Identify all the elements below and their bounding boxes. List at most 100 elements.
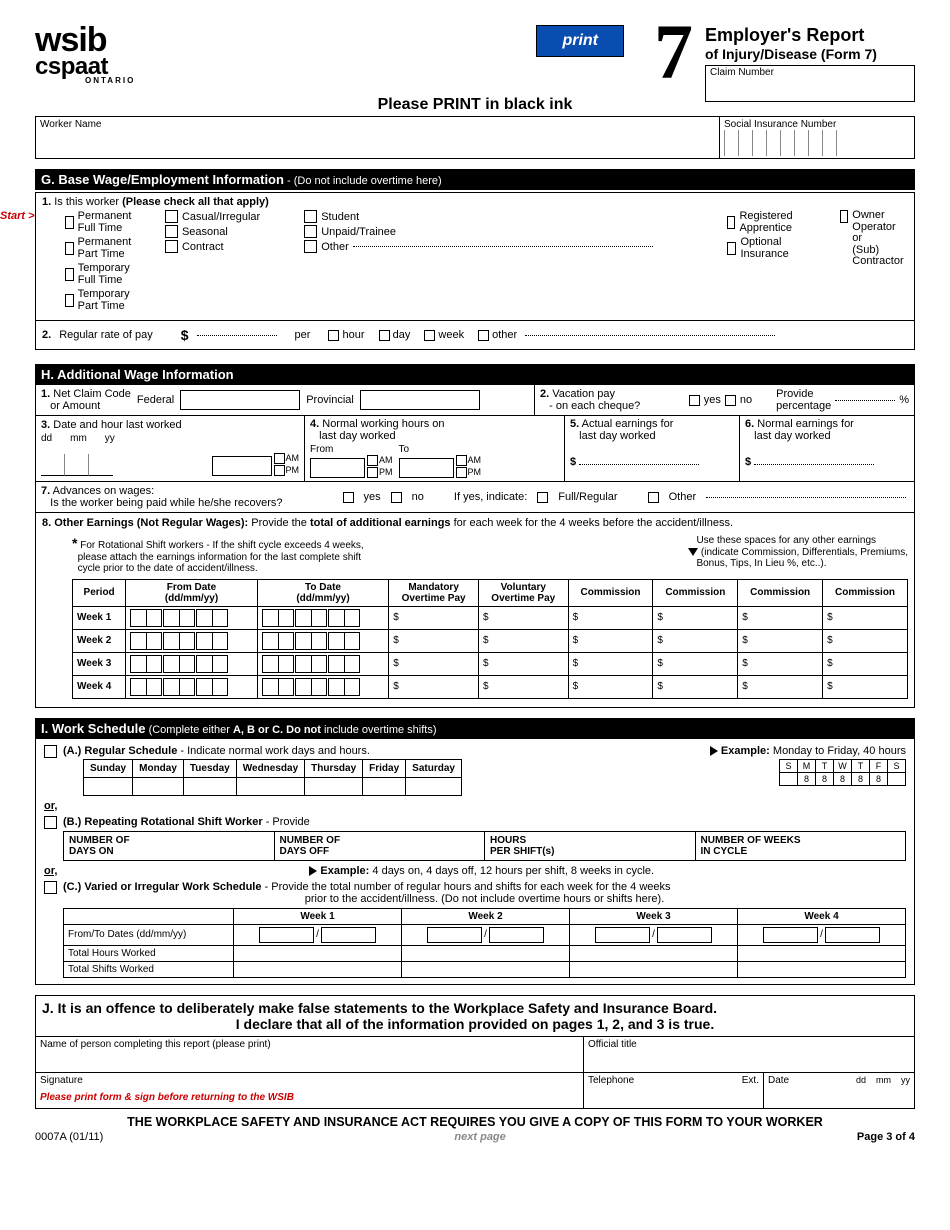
day-hours-field[interactable] <box>133 777 184 795</box>
varied-dates-field[interactable]: / <box>570 924 738 945</box>
commission-field[interactable]: $ <box>653 652 738 675</box>
rotational-table[interactable]: NUMBER OFDAYS ONNUMBER OFDAYS OFFHOURSPE… <box>63 831 906 861</box>
day-hours-field[interactable] <box>305 777 363 795</box>
worker-type-checkbox[interactable] <box>165 225 178 238</box>
day-hours-field[interactable] <box>363 777 406 795</box>
normal-from-field[interactable] <box>310 458 365 478</box>
varied-value-field[interactable] <box>738 961 906 977</box>
from-am-checkbox[interactable] <box>367 455 378 466</box>
worker-type-checkbox[interactable] <box>165 240 178 253</box>
commission-field[interactable]: $ <box>568 652 653 675</box>
rate-amount-field[interactable] <box>197 335 277 336</box>
to-date-field[interactable] <box>262 609 385 627</box>
varied-value-field[interactable] <box>570 961 738 977</box>
voluntary-ot-field[interactable]: $ <box>478 606 568 629</box>
advances-full-checkbox[interactable] <box>537 492 548 503</box>
commission-field[interactable]: $ <box>738 606 823 629</box>
claim-number-field[interactable] <box>706 79 914 101</box>
varied-dates-field[interactable]: / <box>738 924 906 945</box>
varied-dates-field[interactable]: / <box>402 924 570 945</box>
actual-earnings-field[interactable] <box>579 464 699 465</box>
mandatory-ot-field[interactable]: $ <box>389 652 479 675</box>
commission-field[interactable]: $ <box>738 675 823 698</box>
rotational-field[interactable] <box>340 835 479 857</box>
varied-value-field[interactable] <box>234 945 402 961</box>
pm-checkbox[interactable] <box>274 465 285 476</box>
official-title-field[interactable] <box>588 1050 910 1070</box>
varied-value-field[interactable] <box>402 961 570 977</box>
mandatory-ot-field[interactable]: $ <box>389 629 479 652</box>
worker-type-checkbox[interactable] <box>65 242 74 255</box>
normal-to-field[interactable] <box>399 458 454 478</box>
from-date-field[interactable] <box>130 678 253 696</box>
mandatory-ot-field[interactable]: $ <box>389 606 479 629</box>
to-date-field[interactable] <box>262 632 385 650</box>
rate-other-checkbox[interactable] <box>478 330 489 341</box>
worker-type-checkbox[interactable] <box>727 216 736 229</box>
worker-type-checkbox[interactable] <box>304 225 317 238</box>
to-pm-checkbox[interactable] <box>456 467 467 478</box>
schedule-c-checkbox[interactable] <box>44 881 57 894</box>
from-date-field[interactable] <box>130 609 253 627</box>
provincial-field[interactable] <box>360 390 480 410</box>
advances-no-checkbox[interactable] <box>391 492 402 503</box>
varied-value-field[interactable] <box>570 945 738 961</box>
to-am-checkbox[interactable] <box>456 455 467 466</box>
varied-value-field[interactable] <box>402 945 570 961</box>
worker-type-checkbox[interactable] <box>65 294 74 307</box>
varied-schedule-table[interactable]: Week 1Week 2Week 3Week 4 From/To Dates (… <box>63 908 906 978</box>
commission-field[interactable]: $ <box>568 675 653 698</box>
worker-type-checkbox[interactable] <box>304 210 317 223</box>
commission-field[interactable]: $ <box>653 675 738 698</box>
varied-value-field[interactable] <box>234 961 402 977</box>
day-hours-field[interactable] <box>183 777 236 795</box>
rotational-field[interactable] <box>801 835 901 857</box>
commission-field[interactable]: $ <box>653 629 738 652</box>
to-date-field[interactable] <box>262 655 385 673</box>
rate-week-checkbox[interactable] <box>424 330 435 341</box>
telephone-field[interactable] <box>588 1086 759 1106</box>
print-button[interactable]: print <box>536 25 624 57</box>
day-hours-field[interactable] <box>236 777 304 795</box>
date-field[interactable] <box>768 1086 910 1106</box>
voluntary-ot-field[interactable]: $ <box>478 675 568 698</box>
day-hours-field[interactable] <box>84 777 133 795</box>
worker-type-checkbox[interactable] <box>165 210 178 223</box>
vacation-pct-field[interactable] <box>835 400 895 401</box>
rotational-field[interactable] <box>130 835 269 857</box>
commission-field[interactable]: $ <box>568 629 653 652</box>
advances-yes-checkbox[interactable] <box>343 492 354 503</box>
commission-field[interactable]: $ <box>738 652 823 675</box>
days-table[interactable]: SundayMondayTuesdayWednesdayThursdayFrid… <box>83 759 462 796</box>
advances-other-field[interactable] <box>706 497 906 498</box>
schedule-a-checkbox[interactable] <box>44 745 57 758</box>
worker-type-checkbox[interactable] <box>65 268 74 281</box>
commission-field[interactable]: $ <box>653 606 738 629</box>
rate-hour-checkbox[interactable] <box>328 330 339 341</box>
date-last-worked-field[interactable] <box>41 454 115 476</box>
owner-operator-checkbox[interactable] <box>840 210 849 223</box>
varied-dates-field[interactable]: / <box>234 924 402 945</box>
worker-type-checkbox[interactable] <box>65 216 74 229</box>
from-pm-checkbox[interactable] <box>367 467 378 478</box>
from-date-field[interactable] <box>130 655 253 673</box>
voluntary-ot-field[interactable]: $ <box>478 652 568 675</box>
sin-field[interactable] <box>724 130 910 156</box>
commission-field[interactable]: $ <box>568 606 653 629</box>
am-checkbox[interactable] <box>274 453 285 464</box>
to-date-field[interactable] <box>262 678 385 696</box>
commission-field[interactable]: $ <box>823 606 908 629</box>
vacation-yes-checkbox[interactable] <box>689 395 700 406</box>
hour-last-worked-field[interactable] <box>212 456 272 476</box>
worker-type-checkbox[interactable] <box>727 242 737 255</box>
from-date-field[interactable] <box>130 632 253 650</box>
worker-type-checkbox[interactable] <box>304 240 317 253</box>
advances-other-checkbox[interactable] <box>648 492 659 503</box>
federal-field[interactable] <box>180 390 300 410</box>
commission-field[interactable]: $ <box>823 675 908 698</box>
mandatory-ot-field[interactable]: $ <box>389 675 479 698</box>
vacation-no-checkbox[interactable] <box>725 395 736 406</box>
commission-field[interactable]: $ <box>738 629 823 652</box>
commission-field[interactable]: $ <box>823 629 908 652</box>
normal-earnings-field[interactable] <box>754 464 874 465</box>
